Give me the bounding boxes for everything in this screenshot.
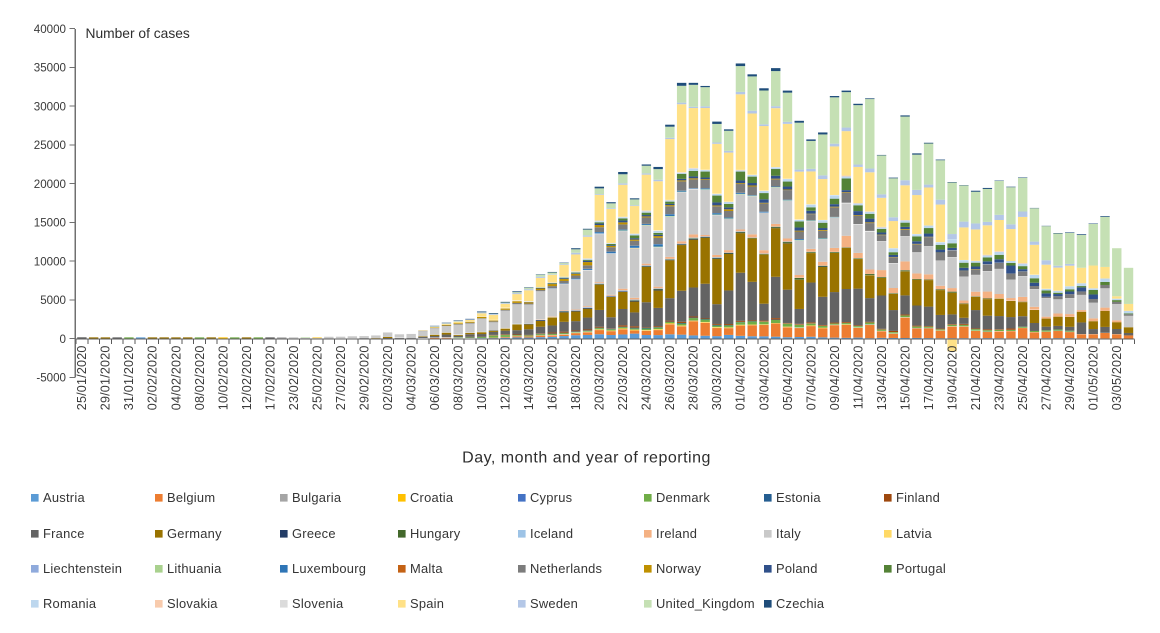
svg-text:Norway: Norway (656, 561, 701, 576)
svg-text:Poland: Poland (776, 561, 818, 576)
svg-text:24/03/2020: 24/03/2020 (640, 345, 654, 410)
svg-text:France: France (43, 526, 85, 541)
svg-text:10000: 10000 (34, 255, 66, 268)
svg-text:07/04/2020: 07/04/2020 (804, 345, 818, 410)
svg-text:Luxembourg: Luxembourg (292, 561, 366, 576)
svg-text:02/02/2020: 02/02/2020 (146, 345, 160, 410)
svg-text:35000: 35000 (34, 62, 66, 75)
svg-text:13/04/2020: 13/04/2020 (875, 345, 889, 410)
svg-text:06/03/2020: 06/03/2020 (428, 345, 442, 410)
svg-text:Iceland: Iceland (530, 526, 573, 541)
svg-text:Cyprus: Cyprus (530, 490, 572, 505)
svg-text:Lithuania: Lithuania (167, 561, 222, 576)
svg-text:Estonia: Estonia (776, 490, 821, 505)
svg-text:10/02/2020: 10/02/2020 (216, 345, 230, 410)
svg-text:03/05/2020: 03/05/2020 (1110, 345, 1124, 410)
svg-text:Czechia: Czechia (776, 596, 825, 611)
svg-text:09/04/2020: 09/04/2020 (828, 345, 842, 410)
svg-text:10/03/2020: 10/03/2020 (475, 345, 489, 410)
svg-text:30000: 30000 (34, 100, 66, 113)
svg-text:23/04/2020: 23/04/2020 (992, 345, 1006, 410)
svg-text:27/04/2020: 27/04/2020 (1040, 345, 1054, 410)
svg-text:Slovakia: Slovakia (167, 596, 218, 611)
svg-text:08/03/2020: 08/03/2020 (452, 345, 466, 410)
svg-text:Portugal: Portugal (896, 561, 946, 576)
svg-text:12/03/2020: 12/03/2020 (499, 345, 513, 410)
svg-text:Bulgaria: Bulgaria (292, 490, 342, 505)
svg-text:28/03/2020: 28/03/2020 (687, 345, 701, 410)
svg-text:29/04/2020: 29/04/2020 (1063, 345, 1077, 410)
svg-text:-5000: -5000 (36, 372, 66, 385)
svg-text:0: 0 (60, 333, 66, 346)
svg-text:Austria: Austria (43, 490, 85, 505)
svg-text:Spain: Spain (410, 596, 444, 611)
svg-text:14/03/2020: 14/03/2020 (522, 345, 536, 410)
svg-text:Liechtenstein: Liechtenstein (43, 561, 122, 576)
svg-text:40000: 40000 (34, 23, 66, 36)
svg-text:17/04/2020: 17/04/2020 (922, 345, 936, 410)
svg-text:22/03/2020: 22/03/2020 (616, 345, 630, 410)
svg-text:25/02/2020: 25/02/2020 (310, 345, 324, 410)
svg-text:Romania: Romania (43, 596, 97, 611)
svg-text:Malta: Malta (410, 561, 443, 576)
svg-text:Netherlands: Netherlands (530, 561, 602, 576)
svg-text:29/02/2020: 29/02/2020 (357, 345, 371, 410)
svg-text:Finland: Finland (896, 490, 940, 505)
svg-text:15000: 15000 (34, 217, 66, 230)
svg-text:26/03/2020: 26/03/2020 (663, 345, 677, 410)
svg-text:12/02/2020: 12/02/2020 (240, 345, 254, 410)
svg-text:20/03/2020: 20/03/2020 (593, 345, 607, 410)
svg-text:21/04/2020: 21/04/2020 (969, 345, 983, 410)
svg-text:Hungary: Hungary (410, 526, 461, 541)
svg-text:Number of cases: Number of cases (86, 26, 190, 41)
svg-text:01/05/2020: 01/05/2020 (1087, 345, 1101, 410)
svg-text:Sweden: Sweden (530, 596, 578, 611)
svg-text:17/02/2020: 17/02/2020 (263, 345, 277, 410)
svg-text:25/04/2020: 25/04/2020 (1016, 345, 1030, 410)
svg-text:Greece: Greece (292, 526, 336, 541)
svg-text:08/02/2020: 08/02/2020 (193, 345, 207, 410)
svg-text:Day, month and year of reporti: Day, month and year of reporting (462, 450, 711, 467)
svg-text:11/04/2020: 11/04/2020 (851, 345, 865, 409)
svg-text:Croatia: Croatia (410, 490, 454, 505)
svg-text:Italy: Italy (776, 526, 801, 541)
svg-text:18/03/2020: 18/03/2020 (569, 345, 583, 410)
svg-text:25/01/2020: 25/01/2020 (75, 345, 89, 410)
svg-text:30/03/2020: 30/03/2020 (710, 345, 724, 410)
svg-text:03/04/2020: 03/04/2020 (757, 345, 771, 410)
svg-text:27/02/2020: 27/02/2020 (334, 345, 348, 410)
svg-text:15/04/2020: 15/04/2020 (898, 345, 912, 410)
svg-text:04/02/2020: 04/02/2020 (169, 345, 183, 410)
svg-text:Slovenia: Slovenia (292, 596, 344, 611)
svg-text:01/04/2020: 01/04/2020 (734, 345, 748, 410)
svg-text:20000: 20000 (34, 178, 66, 191)
svg-text:16/03/2020: 16/03/2020 (546, 345, 560, 410)
svg-text:02/03/2020: 02/03/2020 (381, 345, 395, 410)
svg-text:05/04/2020: 05/04/2020 (781, 345, 795, 410)
svg-text:25000: 25000 (34, 139, 66, 152)
svg-text:23/02/2020: 23/02/2020 (287, 345, 301, 410)
svg-text:04/03/2020: 04/03/2020 (404, 345, 418, 410)
svg-text:Latvia: Latvia (896, 526, 932, 541)
svg-text:Denmark: Denmark (656, 490, 710, 505)
svg-text:19/04/2020: 19/04/2020 (945, 345, 959, 410)
svg-text:Belgium: Belgium (167, 490, 215, 505)
svg-text:5000: 5000 (40, 294, 66, 307)
svg-text:Germany: Germany (167, 526, 222, 541)
svg-text:Ireland: Ireland (656, 526, 697, 541)
svg-text:31/01/2020: 31/01/2020 (122, 345, 136, 410)
svg-text:29/01/2020: 29/01/2020 (99, 345, 113, 410)
svg-text:United_Kingdom: United_Kingdom (656, 596, 755, 611)
